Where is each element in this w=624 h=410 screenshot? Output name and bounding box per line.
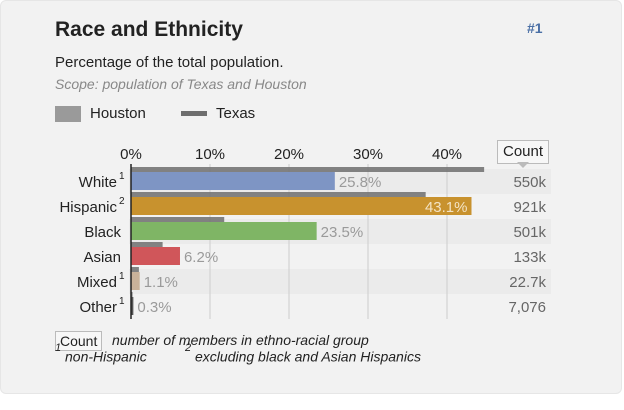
x-tick-label: 30% bbox=[353, 146, 383, 163]
legend-houston: Houston bbox=[55, 105, 146, 122]
houston-value-label: 0.3% bbox=[137, 299, 171, 316]
texas-swatch bbox=[181, 111, 207, 116]
x-tick-label: 20% bbox=[274, 146, 304, 163]
category-label: Mixed bbox=[77, 274, 117, 291]
houston-bar bbox=[131, 172, 335, 190]
footnote-2-text: excluding black and Asian Hispanics bbox=[195, 348, 421, 365]
count-value: 7,076 bbox=[508, 299, 546, 316]
card-subtitle: Percentage of the total population. bbox=[55, 54, 284, 71]
count-value: 501k bbox=[513, 224, 546, 241]
category-label: Hispanic bbox=[59, 199, 117, 216]
houston-value-label: 6.2% bbox=[184, 249, 218, 266]
footnote-1-text: non-Hispanic bbox=[65, 348, 147, 365]
houston-bar bbox=[131, 197, 472, 215]
houston-bar bbox=[131, 247, 180, 265]
rank-badge: #1 bbox=[527, 20, 543, 36]
footer-count-button[interactable]: Count bbox=[55, 331, 103, 351]
category-footnote-marker: 1 bbox=[119, 171, 125, 182]
count-value: 22.7k bbox=[509, 274, 546, 291]
count-value: 921k bbox=[513, 199, 546, 216]
count-value: 133k bbox=[513, 249, 546, 266]
category-footnote-marker: 1 bbox=[119, 271, 125, 282]
category-label: Asian bbox=[83, 249, 121, 266]
footnote-1-marker: 1 bbox=[55, 342, 62, 354]
houston-bar bbox=[131, 272, 140, 290]
houston-bar bbox=[131, 297, 134, 315]
footnote-1: 1 non-Hispanic bbox=[55, 342, 147, 365]
texas-bar bbox=[131, 217, 225, 222]
card-scope: Scope: population of Texas and Houston bbox=[55, 76, 307, 92]
texas-bar bbox=[131, 242, 163, 247]
houston-value-label: 43.1% bbox=[425, 199, 468, 216]
houston-bar bbox=[131, 222, 317, 240]
category-label: Black bbox=[84, 224, 121, 241]
legend-houston-label: Houston bbox=[90, 105, 146, 122]
count-header-button[interactable]: Count bbox=[497, 140, 549, 164]
texas-bar bbox=[131, 167, 485, 172]
category-footnote-marker: 2 bbox=[119, 196, 125, 207]
card-title: Race and Ethnicity bbox=[55, 18, 243, 41]
row-band bbox=[129, 269, 551, 294]
texas-bar bbox=[131, 267, 139, 272]
legend-texas: Texas bbox=[181, 105, 255, 122]
houston-value-label: 25.8% bbox=[339, 174, 382, 191]
count-value: 550k bbox=[513, 174, 546, 191]
race-ethnicity-card: Race and Ethnicity #1 Percentage of the … bbox=[0, 0, 622, 394]
x-tick-label: 0% bbox=[120, 146, 142, 163]
houston-value-label: 23.5% bbox=[321, 224, 364, 241]
houston-value-label: 1.1% bbox=[144, 274, 178, 291]
x-tick-label: 10% bbox=[195, 146, 225, 163]
legend-texas-label: Texas bbox=[216, 105, 256, 122]
houston-swatch bbox=[55, 105, 81, 122]
footnote-2-marker: 2 bbox=[185, 342, 192, 354]
bar-chart: 0% 10% 20% 30% 40%25.8%White 1 550k43.1%Hispan… bbox=[59, 146, 551, 319]
footer-count-description: number of members in ethno-racial group bbox=[112, 332, 369, 348]
category-label: White bbox=[79, 174, 117, 191]
texas-bar bbox=[131, 192, 426, 197]
category-label: Other bbox=[79, 299, 117, 316]
category-footnote-marker: 1 bbox=[119, 296, 125, 307]
footnote-2: 2 excluding black and Asian Hispanics bbox=[185, 342, 421, 365]
count-header-pointer bbox=[517, 162, 529, 168]
x-tick-label: 40% bbox=[432, 146, 462, 163]
texas-bar bbox=[131, 292, 133, 297]
